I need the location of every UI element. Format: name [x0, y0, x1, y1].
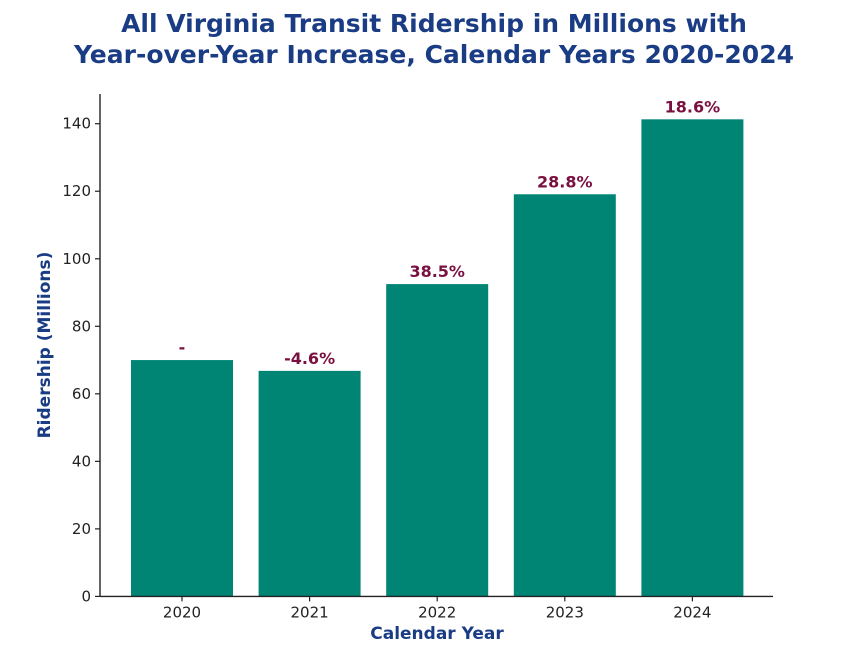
y-axis-label: Ridership (Millions)	[35, 252, 55, 439]
y-tick-label-140: 140	[62, 115, 91, 133]
data-label-2023: 28.8%	[537, 172, 593, 191]
y-tick-label-0: 0	[81, 587, 91, 605]
x-axis-label: Calendar Year	[370, 624, 504, 644]
data-label-2022: 38.5%	[409, 262, 465, 281]
bar-2022	[386, 284, 489, 597]
chart-title-line2: Year-over-Year Increase, Calendar Years …	[74, 40, 794, 69]
bar-2020	[131, 360, 233, 597]
x-tick-label-2021: 2021	[291, 603, 329, 621]
bar-2023	[513, 194, 616, 597]
x-tick-label-2022: 2022	[418, 603, 456, 621]
chart-title-line1: All Virginia Transit Ridership in Millio…	[121, 9, 747, 38]
y-tick-label-120: 120	[62, 182, 91, 200]
bar-2021	[258, 370, 361, 597]
y-tick-label-20: 20	[72, 520, 91, 538]
x-tick-label-2020: 2020	[163, 603, 201, 621]
bar-2024	[641, 119, 744, 597]
data-label-2024: 18.6%	[665, 97, 721, 116]
y-tick-label-60: 60	[72, 385, 91, 403]
y-tick-label-100: 100	[62, 250, 91, 268]
y-tick-label-80: 80	[72, 317, 91, 335]
chart-title: All Virginia Transit Ridership in Millio…	[0, 8, 868, 70]
x-tick-label-2024: 2024	[673, 603, 711, 621]
data-label-2021: -4.6%	[284, 349, 335, 368]
y-tick-label-40: 40	[72, 452, 91, 470]
x-tick-label-2023: 2023	[546, 603, 584, 621]
data-label-2020: -	[179, 338, 186, 357]
